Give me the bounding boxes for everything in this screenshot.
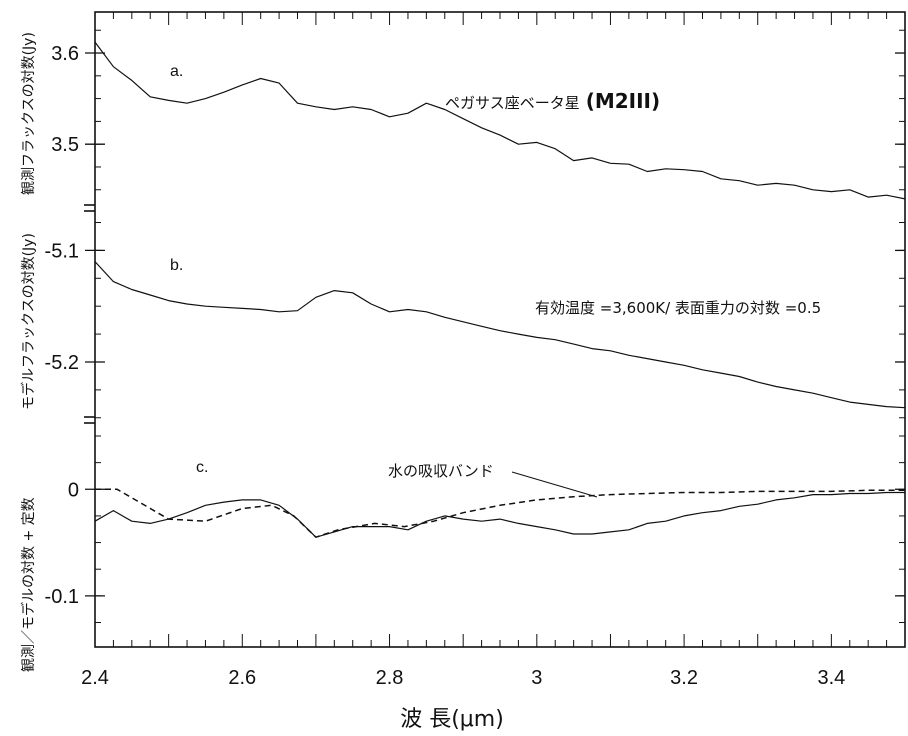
x-tick-label: 3.2 [670, 667, 698, 689]
panel-a-ylabel: 観測フラックスの対数(Jy) [20, 32, 37, 195]
panel-b-series-spectrum [94, 261, 906, 409]
x-tick-label: 2.8 [376, 667, 404, 689]
panel-b-tag: b. [170, 257, 183, 274]
plot-area [94, 41, 906, 538]
y-tick-label: 0 [68, 479, 79, 501]
panel-a-tag: a. [170, 63, 183, 80]
panel-c-ylabel: 観測／モデルの対数 + 定数 [20, 497, 37, 672]
star-name: ペガサス座ベータ星 [445, 94, 580, 112]
panel-c-series-spectrum [94, 491, 905, 538]
panel-a-series-spectrum [94, 41, 906, 200]
y-tick-label: -0.1 [45, 586, 79, 608]
x-tick-label: 2.6 [228, 667, 256, 689]
y-tick-label: -5.1 [45, 240, 79, 262]
panel-c-series-water-band [95, 488, 905, 538]
x-axis-label: 波 長(μm) [400, 707, 504, 732]
model-parameters-annotation: 有効温度 =3,600K/ 表面重力の対数 =0.5 [535, 299, 821, 317]
x-tick-label: 3.4 [817, 667, 845, 689]
panel-b-ylabel: モデルフラックスの対数(Jy) [20, 233, 37, 410]
y-tick-label: -5.2 [45, 352, 79, 374]
panel-c-tag: c. [196, 459, 208, 476]
y-tick-label: 3.5 [51, 134, 79, 156]
x-tick-label: 3 [531, 667, 542, 689]
axes: 2.4 2.6 2.8 3 3.2 3.4 3.6 3.5 -5.1 -5.2 0 -0.1 [45, 11, 906, 689]
y-tick-label: 3.6 [51, 43, 79, 65]
spectral-type: (M2III) [586, 89, 660, 113]
star-name-annotation: ペガサス座ベータ星 (M2III) [445, 89, 660, 113]
water-band-annotation: 水の吸収バンド [388, 462, 494, 480]
water-band-leader-line [511, 471, 598, 498]
x-tick-label: 2.4 [81, 667, 109, 689]
